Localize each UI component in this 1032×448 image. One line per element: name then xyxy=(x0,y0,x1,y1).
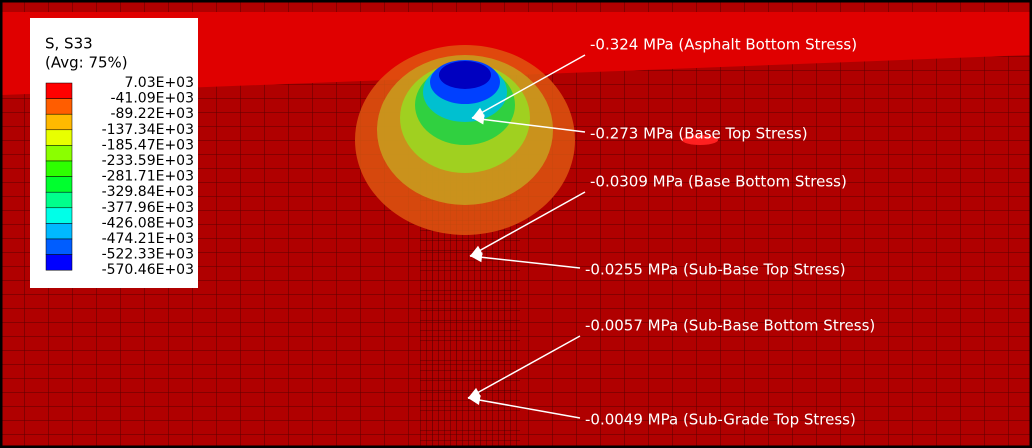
legend-label: -89.22E+03 xyxy=(110,106,194,122)
annotation: -0.0049 MPa (Sub-Grade Top Stress) xyxy=(585,411,856,429)
legend-label: -233.59E+03 xyxy=(102,153,194,169)
legend-label: -185.47E+03 xyxy=(102,137,194,153)
legend-label: -41.09E+03 xyxy=(110,91,194,107)
legend-subtitle: (Avg: 75%) xyxy=(45,54,128,72)
legend-swatch xyxy=(46,130,72,146)
page: S, S33 (Avg: 75%) 7.03E+03-41.09E+03-89.… xyxy=(0,0,1032,448)
legend-label: -377.96E+03 xyxy=(102,200,194,216)
legend-label: -474.21E+03 xyxy=(102,231,194,247)
legend-swatch xyxy=(46,223,72,239)
legend-swatch xyxy=(46,255,72,271)
fea-view: S, S33 (Avg: 75%) 7.03E+03-41.09E+03-89.… xyxy=(0,0,1032,448)
annotation: -0.0255 MPa (Sub-Base Top Stress) xyxy=(585,261,846,279)
legend-label: -570.46E+03 xyxy=(102,262,194,278)
legend-swatch xyxy=(46,83,72,99)
annotation: -0.0309 MPa (Base Bottom Stress) xyxy=(590,173,847,191)
legend-swatch xyxy=(46,114,72,130)
legend-swatch xyxy=(46,208,72,224)
legend-swatch xyxy=(46,177,72,193)
annotation: -0.0057 MPa (Sub-Base Bottom Stress) xyxy=(585,317,875,335)
legend-swatch xyxy=(46,99,72,115)
legend-label: -329.84E+03 xyxy=(102,184,194,200)
annotation: -0.324 MPa (Asphalt Bottom Stress) xyxy=(590,36,857,54)
legend-swatch xyxy=(46,239,72,255)
legend-label: -522.33E+03 xyxy=(102,247,194,263)
legend-label: -426.08E+03 xyxy=(102,215,194,231)
legend: S, S33 (Avg: 75%) 7.03E+03-41.09E+03-89.… xyxy=(30,18,198,288)
annotation: -0.273 MPa (Base Top Stress) xyxy=(590,125,808,143)
legend-swatch xyxy=(46,161,72,177)
legend-label: -281.71E+03 xyxy=(102,169,194,185)
legend-title: S, S33 xyxy=(45,35,93,53)
legend-swatch xyxy=(46,145,72,161)
legend-label: 7.03E+03 xyxy=(124,75,194,91)
legend-label: -137.34E+03 xyxy=(102,122,194,138)
legend-swatch xyxy=(46,192,72,208)
